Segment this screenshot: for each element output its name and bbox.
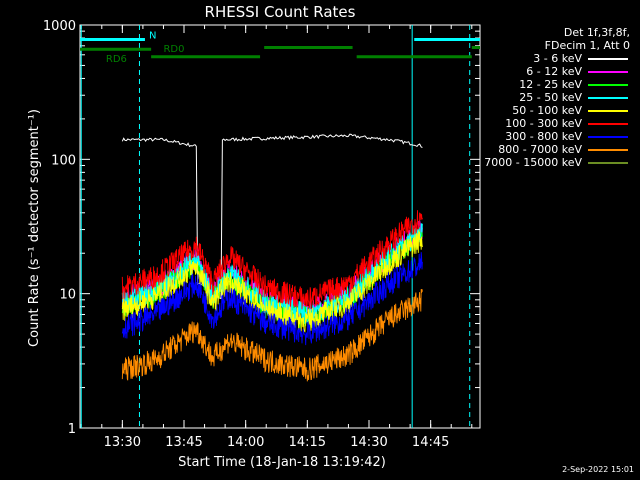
x-axis-ticks: 13:30 13:45 14:00 14:15 14:30 14:45	[80, 25, 473, 450]
x-tick-label: 14:15	[289, 435, 326, 450]
legend-entry: 800 - 7000 keV	[480, 143, 630, 156]
legend-entries: 3 - 6 keV 6 - 12 keV 12 - 25 keV 25 - 50 ke…	[480, 52, 630, 169]
attenuator-state-bars: N RD6 RD0	[80, 30, 480, 65]
legend-entry-label: 50 - 100 keV	[512, 104, 582, 117]
plot-frame	[79, 24, 481, 429]
legend-swatch	[588, 97, 628, 99]
x-tick-label: 14:00	[227, 435, 264, 450]
x-axis-label: Start Time (18-Jan-18 13:19:42)	[178, 455, 386, 470]
legend-swatch	[588, 58, 628, 60]
legend-entry-label: 300 - 800 keV	[505, 130, 582, 143]
x-tick-label: 14:30	[350, 435, 387, 450]
series-line	[121, 289, 423, 382]
y-axis-label: Count Rate (s⁻¹ detector segment⁻¹)	[27, 109, 42, 347]
y-tick-label: 100	[51, 153, 76, 168]
legend-entry: 6 - 12 keV	[480, 65, 630, 78]
legend-entry-label: 7000 - 15000 keV	[484, 156, 582, 169]
legend-entry: 100 - 300 keV	[480, 117, 630, 130]
state-bar-label: RD0	[163, 44, 184, 55]
plot-axes	[79, 24, 481, 429]
legend-swatch	[588, 149, 628, 151]
legend-entry: 25 - 50 keV	[480, 91, 630, 104]
y-axis-label-group: Count Rate (s⁻¹ detector segment⁻¹)	[27, 109, 42, 347]
series-line	[121, 133, 423, 300]
legend-swatch	[588, 71, 628, 73]
legend-swatch	[588, 110, 628, 112]
legend-swatch	[588, 123, 628, 125]
series-line	[121, 210, 423, 310]
legend-entry: 7000 - 15000 keV	[480, 156, 630, 169]
legend-header-line-1: Det 1f,3f,8f,	[563, 26, 630, 39]
chart-title: RHESSI Count Rates	[205, 3, 356, 21]
y-tick-label: 1000	[43, 19, 76, 34]
legend-header-line-2: FDecim 1, Att 0	[544, 39, 630, 52]
legend-entry: 50 - 100 keV	[480, 104, 630, 117]
state-bar-label: N	[149, 30, 156, 41]
legend-entry: 3 - 6 keV	[480, 52, 630, 65]
legend-entry: 12 - 25 keV	[480, 78, 630, 91]
series-line	[121, 252, 423, 346]
legend-entry-label: 6 - 12 keV	[526, 65, 582, 78]
legend-entry-label: 12 - 25 keV	[519, 78, 582, 91]
legend-swatch	[588, 136, 628, 138]
legend-entry-label: 800 - 7000 keV	[498, 143, 582, 156]
series-lines	[121, 133, 423, 382]
x-tick-label: 13:45	[165, 435, 202, 450]
legend-swatch	[588, 84, 628, 86]
legend-entry-label: 25 - 50 keV	[519, 91, 582, 104]
legend-entry-label: 3 - 6 keV	[533, 52, 582, 65]
legend-swatch	[588, 162, 628, 164]
legend-entry-label: 100 - 300 keV	[505, 117, 582, 130]
state-bar-label: RD6	[106, 54, 127, 65]
y-tick-label: 10	[59, 288, 76, 303]
plot-timestamp: 2-Sep-2022 15:01	[562, 465, 634, 474]
legend-entry: 300 - 800 keV	[480, 130, 630, 143]
x-tick-label: 13:30	[104, 435, 141, 450]
y-tick-label: 1	[68, 422, 76, 437]
x-tick-label: 14:45	[412, 435, 449, 450]
legend: Det 1f,3f,8f, FDecim 1, Att 0 3 - 6 keV 6…	[480, 26, 630, 169]
